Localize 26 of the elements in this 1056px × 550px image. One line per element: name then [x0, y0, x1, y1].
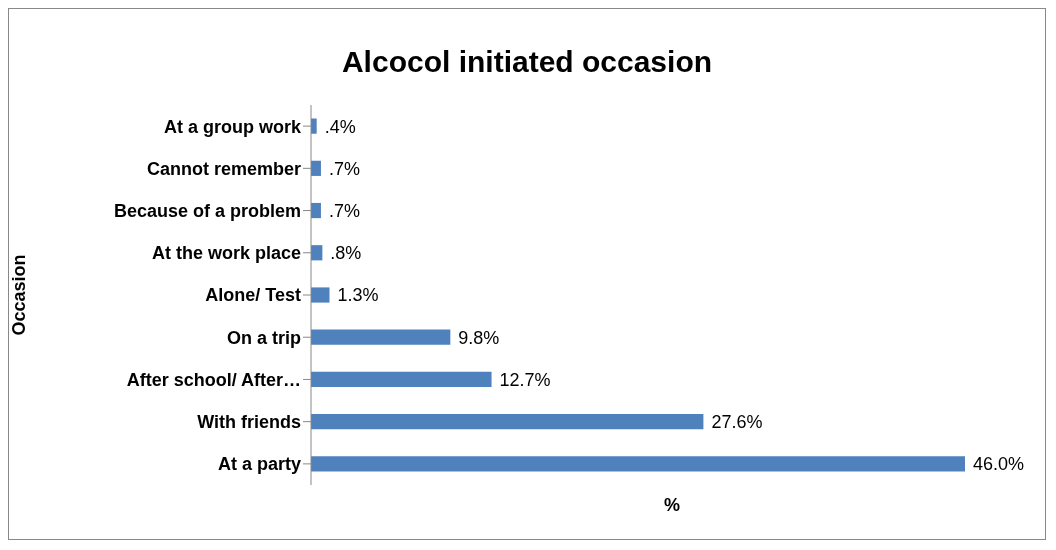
chart-title: Alcocol initiated occasion — [340, 45, 714, 80]
y-axis-title: Occasion — [9, 254, 30, 336]
data-label: .7% — [328, 200, 360, 221]
bar — [311, 414, 704, 430]
y-tick-label: After school/ After… — [126, 369, 301, 390]
bar — [311, 287, 330, 303]
bar — [311, 329, 451, 345]
data-label: 46.0% — [973, 454, 1025, 475]
data-label: .7% — [328, 158, 360, 179]
data-label: 27.6% — [711, 412, 763, 433]
y-tick-label: At the work place — [151, 243, 301, 264]
y-tick-label: At a group work — [163, 116, 302, 137]
data-label: .4% — [324, 116, 356, 137]
y-tick-label: With friends — [197, 412, 301, 433]
y-tick-label: Because of a problem — [113, 200, 301, 221]
y-tick-label: On a trip — [226, 327, 301, 348]
data-label: .8% — [330, 243, 362, 264]
bar — [311, 371, 492, 388]
data-label: 12.7% — [499, 369, 551, 390]
bar — [311, 456, 965, 472]
data-label: 1.3% — [337, 285, 379, 306]
y-tick-label: Alone/ Test — [205, 285, 301, 306]
y-tick-label: Cannot remember — [146, 158, 301, 179]
data-label: 9.8% — [458, 327, 500, 348]
x-axis-title: % — [663, 495, 681, 516]
y-tick-label: At a party — [217, 454, 301, 475]
